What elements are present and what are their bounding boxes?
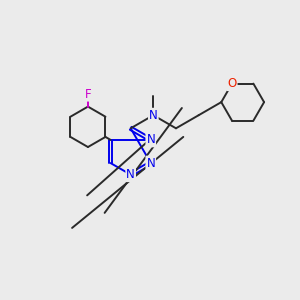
Text: F: F xyxy=(85,88,91,100)
Text: O: O xyxy=(227,77,237,90)
Text: N: N xyxy=(146,134,155,146)
Text: N: N xyxy=(149,109,158,122)
Text: N: N xyxy=(146,157,155,169)
Text: N: N xyxy=(126,168,135,181)
